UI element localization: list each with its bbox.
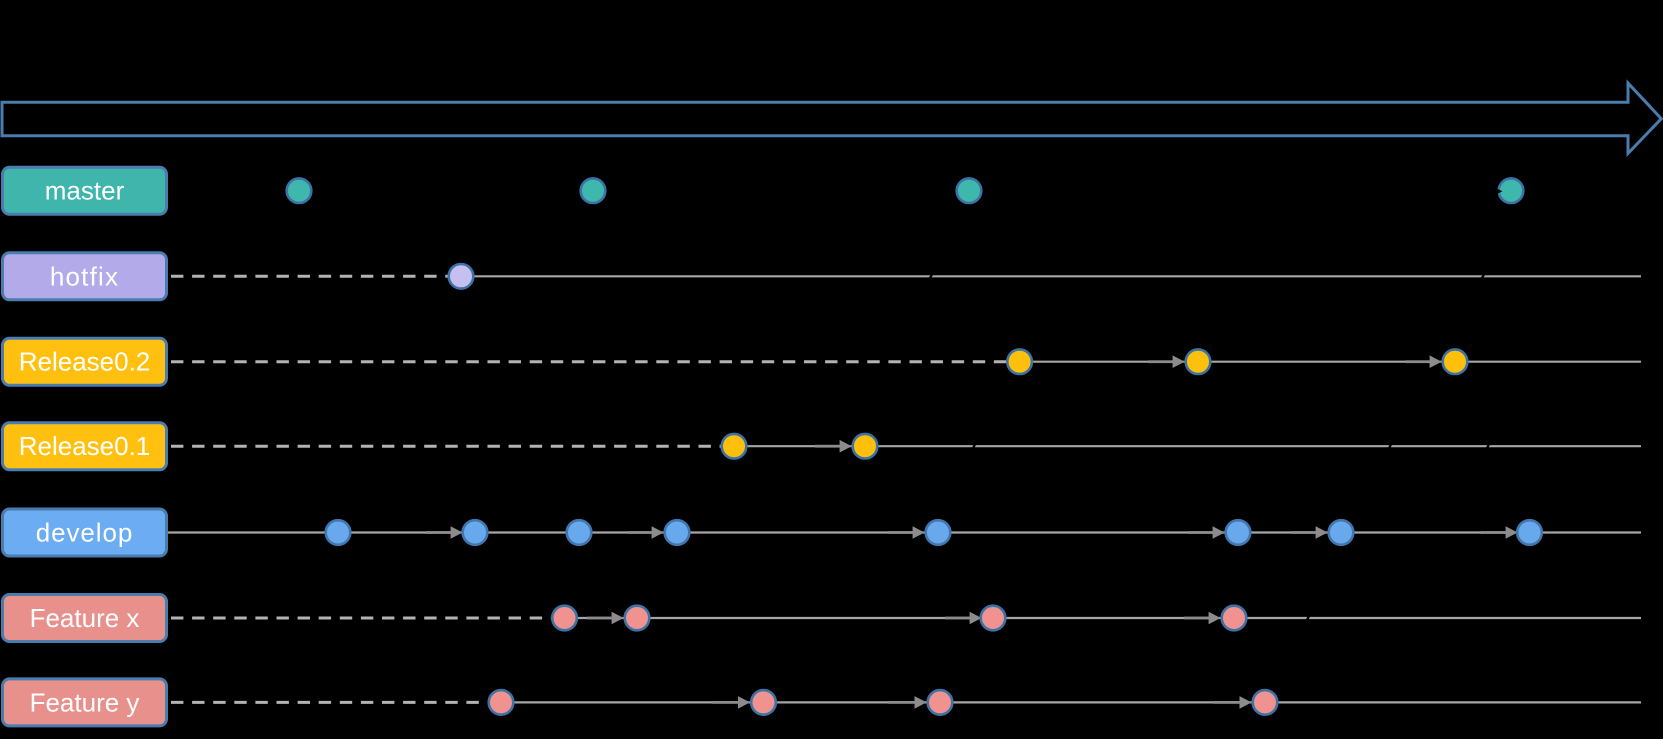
svg-text:Feature y: Feature y bbox=[30, 687, 140, 717]
svg-text:Release0.2: Release0.2 bbox=[19, 347, 151, 377]
svg-text:develop: develop bbox=[36, 518, 133, 548]
svg-text:hotfix: hotfix bbox=[50, 261, 119, 291]
svg-text:Release0.1: Release0.1 bbox=[19, 431, 151, 461]
svg-text:master: master bbox=[45, 176, 125, 206]
svg-text:Feature x: Feature x bbox=[30, 603, 140, 633]
